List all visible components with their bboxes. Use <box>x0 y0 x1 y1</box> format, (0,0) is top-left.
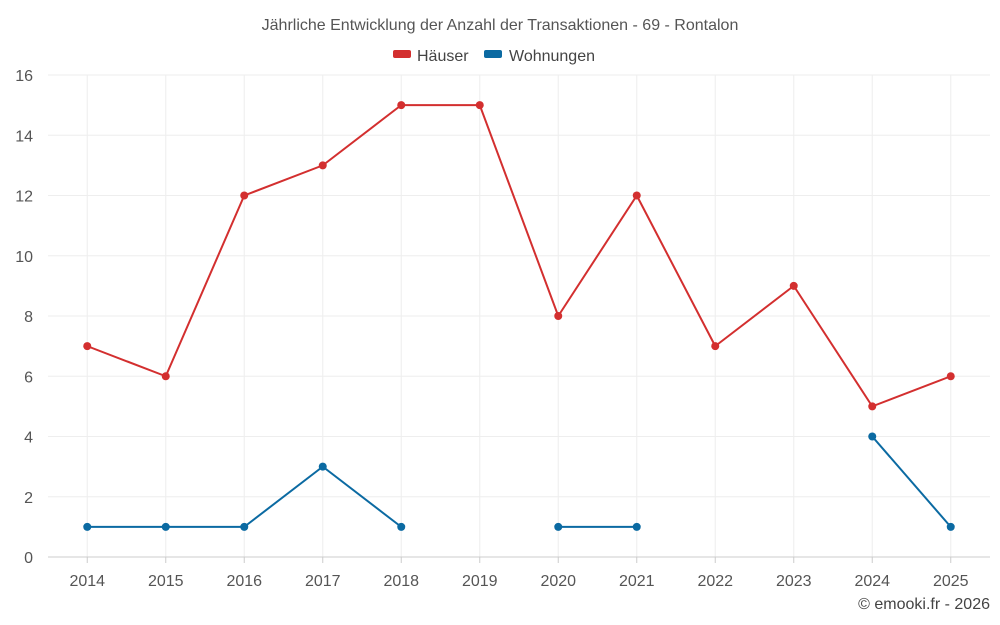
series-line <box>86 104 952 408</box>
x-tick-label: 2020 <box>540 573 576 590</box>
y-tick-label: 12 <box>15 189 33 206</box>
legend-item-wohnungen[interactable]: Wohnungen <box>484 48 595 65</box>
data-point[interactable] <box>318 462 327 471</box>
legend-item-haeuser[interactable]: Häuser <box>393 48 469 65</box>
data-point[interactable] <box>632 191 641 200</box>
legend: Häuser Wohnungen <box>393 48 595 65</box>
legend-label-haeuser: Häuser <box>417 48 469 65</box>
grid <box>48 74 990 557</box>
data-point[interactable] <box>397 522 406 531</box>
x-tick-label: 2025 <box>933 573 969 590</box>
data-point[interactable] <box>789 281 798 290</box>
x-tick-label: 2018 <box>383 573 419 590</box>
x-tick-label: 2022 <box>697 573 733 590</box>
x-tick-label: 2021 <box>619 573 655 590</box>
x-tick-label: 2015 <box>148 573 184 590</box>
data-point[interactable] <box>83 342 92 351</box>
legend-swatch-wohnungen <box>484 50 502 58</box>
series-line <box>871 435 952 528</box>
y-tick-label: 6 <box>24 369 33 386</box>
legend-label-wohnungen: Wohnungen <box>509 48 595 65</box>
data-point[interactable] <box>946 372 955 381</box>
y-tick-label: 14 <box>15 128 33 145</box>
data-point[interactable] <box>554 522 563 531</box>
data-point[interactable] <box>161 522 170 531</box>
x-tick-label: 2017 <box>305 573 341 590</box>
data-point[interactable] <box>711 342 720 351</box>
data-point[interactable] <box>161 372 170 381</box>
y-tick-label: 8 <box>24 309 33 326</box>
x-tick-label: 2023 <box>776 573 812 590</box>
chart-title: Jährliche Entwicklung der Anzahl der Tra… <box>262 17 739 34</box>
y-tick-label: 10 <box>15 249 33 266</box>
y-tick-label: 2 <box>24 490 33 507</box>
credit-text: © emooki.fr - 2026 <box>858 596 990 613</box>
x-tick-label: 2024 <box>854 573 890 590</box>
series-wohnungen <box>83 432 955 531</box>
data-point[interactable] <box>868 402 877 411</box>
data-point[interactable] <box>397 101 406 110</box>
series-layer <box>83 101 955 531</box>
data-point[interactable] <box>240 191 249 200</box>
x-tick-label: 2016 <box>226 573 262 590</box>
data-point[interactable] <box>868 432 877 441</box>
y-tick-label: 16 <box>15 68 33 85</box>
data-point[interactable] <box>240 522 249 531</box>
x-tick-label: 2014 <box>69 573 105 590</box>
data-point[interactable] <box>318 161 327 170</box>
data-point[interactable] <box>946 522 955 531</box>
y-tick-label: 4 <box>24 430 33 447</box>
data-point[interactable] <box>475 101 484 110</box>
y-tick-label: 0 <box>24 550 33 567</box>
x-tick-label: 2019 <box>462 573 498 590</box>
axes: 0 2 4 6 8 10 12 14 16 2014 2015 2016 2017 2018 2019 202… <box>15 68 990 590</box>
legend-swatch-haeuser <box>393 50 411 58</box>
data-point[interactable] <box>83 522 92 531</box>
data-point[interactable] <box>554 312 563 320</box>
data-point[interactable] <box>632 522 641 531</box>
series-haeuser <box>83 101 955 411</box>
